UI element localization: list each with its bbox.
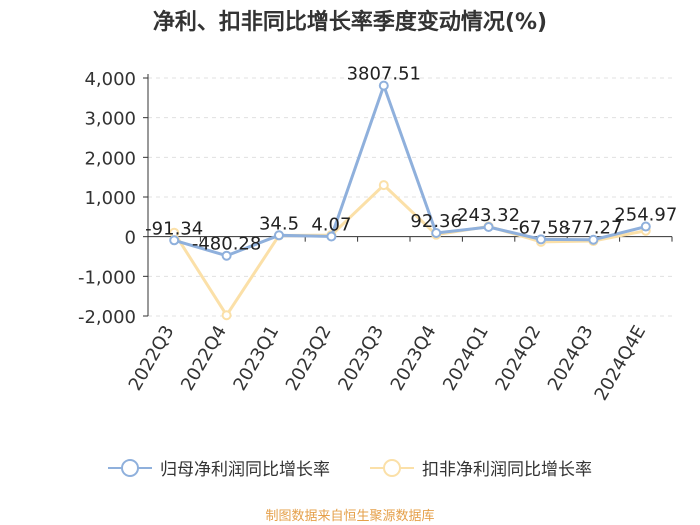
x-tick-label: 2024Q3 (544, 322, 598, 394)
net-profit-point (483, 222, 494, 233)
data-label: -480.28 (192, 234, 261, 255)
x-tick-label: 2022Q3 (125, 322, 179, 394)
net-profit-point (221, 250, 232, 261)
net-profit-line (173, 81, 647, 258)
x-tick-label: 2022Q4 (177, 322, 231, 394)
deducted-profit-point (378, 180, 389, 191)
y-tick-label: -2,000 (78, 307, 136, 328)
chart-title: 净利、扣非同比增长率季度变动情况(%) (152, 10, 548, 35)
legend-item-net-profit[interactable]: 归母净利润同比增长率 (108, 455, 330, 480)
x-tick-label: 2023Q4 (387, 322, 441, 394)
legend-swatch-deducted-profit-icon (370, 458, 414, 477)
data-label: -67.58 (512, 217, 570, 238)
y-tick-label: 3,000 (84, 109, 136, 130)
y-tick-label: 0 (125, 228, 136, 249)
data-label: -77.27 (564, 218, 622, 239)
net-profit-point (640, 221, 651, 232)
net-profit-point (536, 234, 546, 245)
legend-label-net-profit: 归母净利润同比增长率 (160, 460, 330, 480)
data-label: 254.97 (614, 205, 677, 226)
legend-item-deducted-profit[interactable]: 扣非净利润同比增长率 (370, 455, 592, 480)
data-label: 243.32 (457, 205, 520, 226)
deducted-profit-line (172, 183, 647, 318)
y-tick-label: -1,000 (78, 267, 136, 288)
data-label: 92.36 (410, 211, 462, 232)
net-profit-point (378, 80, 389, 91)
legend-label-deducted-profit: 扣非净利润同比增长率 (422, 460, 592, 480)
source-note: 制图数据来自恒生聚源数据库 (265, 509, 435, 524)
x-tick-label: 2024Q2 (491, 322, 545, 394)
net-profit-point (274, 230, 284, 241)
legend-swatch-net-profit-icon (108, 458, 152, 477)
y-tick-label: 4,000 (84, 69, 136, 90)
data-label: 34.5 (259, 213, 299, 234)
series-lines (169, 80, 651, 321)
deducted-profit-point (221, 310, 232, 321)
x-tick-label: 2024Q1 (439, 322, 493, 394)
data-label: 3807.51 (347, 64, 421, 85)
net-profit-point (326, 231, 337, 242)
x-tick-label: 2023Q2 (282, 322, 336, 394)
net-profit-point (169, 235, 180, 246)
x-tick-label: 2023Q1 (229, 322, 283, 394)
x-tick-label: 2024Q4E (591, 322, 651, 404)
net-profit-point (588, 234, 599, 245)
grid-lines (148, 77, 672, 317)
data-label: -91.34 (145, 218, 203, 239)
y-tick-label: 1,000 (84, 188, 136, 209)
data-label: 4.07 (311, 215, 351, 236)
legend: 归母净利润同比增长率 扣非净利润同比增长率 (0, 455, 700, 480)
y-tick-label: 2,000 (84, 148, 136, 169)
net-profit-point (431, 228, 442, 239)
x-tick-label: 2023Q3 (334, 322, 388, 394)
